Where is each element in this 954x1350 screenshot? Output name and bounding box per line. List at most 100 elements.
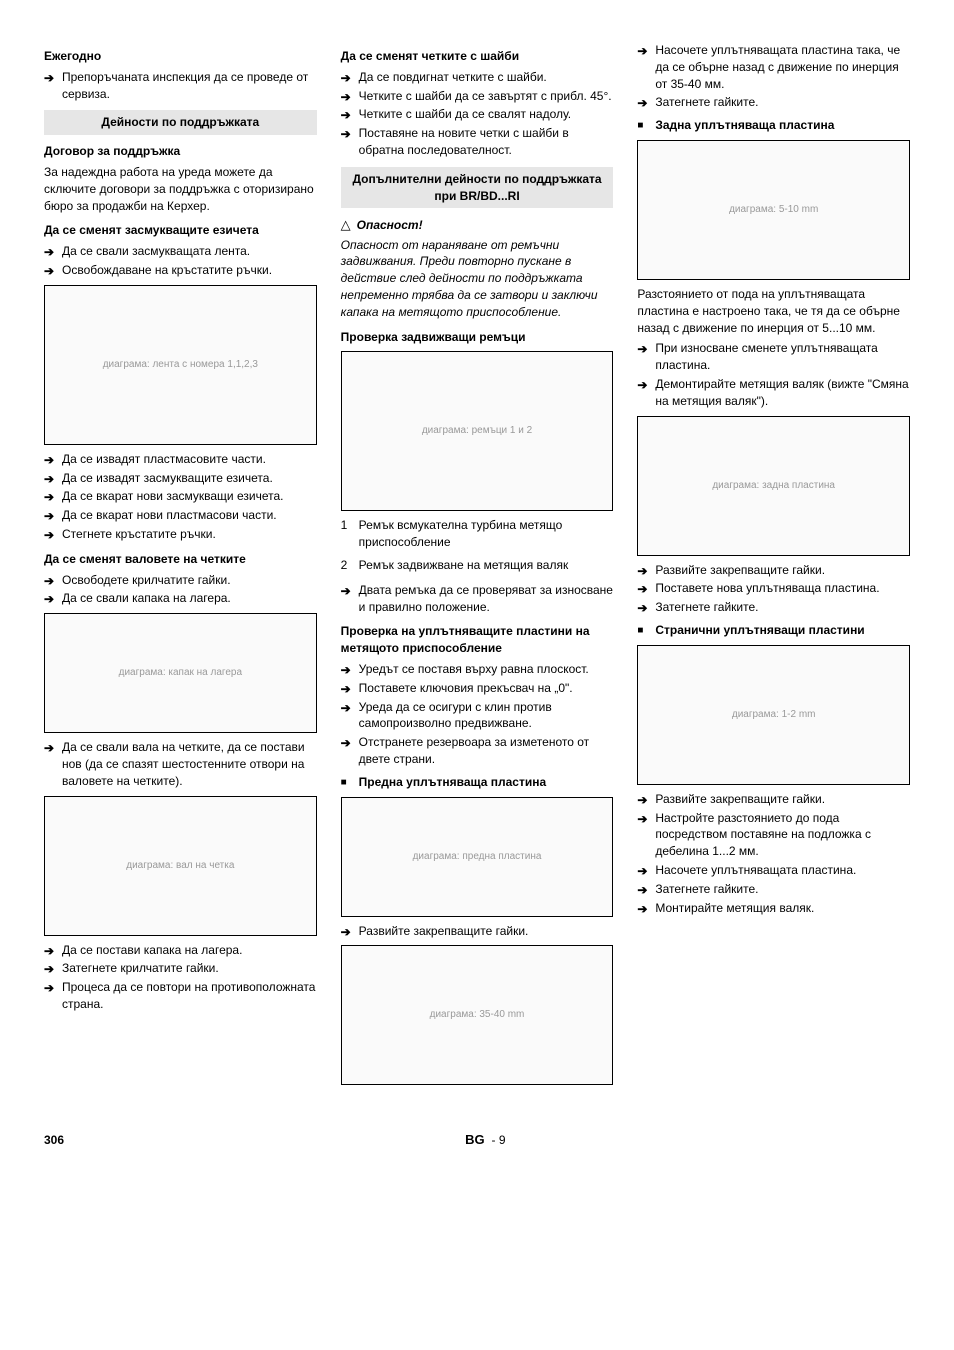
heading-contract: Договор за поддръжка <box>44 143 317 160</box>
arrow-icon: ➔ <box>44 263 54 280</box>
list-rollers-1: ➔Освободете крилчатите гайки. ➔Да се сва… <box>44 572 317 608</box>
list-rear-plate-head: ■Задна уплътняваща пластина <box>637 117 910 134</box>
item-text: Четките с шайби да се завъртят с прибл. … <box>359 89 612 103</box>
figure-front-plate: диаграма: предна пластина <box>341 797 614 917</box>
figure-alt: диаграма: вал на четка <box>126 859 234 873</box>
list-item: ➔ Четките с шайби да се завъртят с прибл.… <box>341 88 614 105</box>
list-item: ➔Настройте разстоянието до пода посредст… <box>637 810 910 860</box>
arrow-icon: ➔ <box>44 244 54 261</box>
list-item: ➔Процеса да се повтори на противоположна… <box>44 979 317 1013</box>
list-item: ■Предна уплътняваща пластина <box>341 774 614 791</box>
item-text: Да се постави капака на лагера. <box>62 943 242 957</box>
seq-number: 9 <box>499 1133 506 1147</box>
rear-body: Разстоянието от пода на уплътняващата пл… <box>637 286 910 336</box>
list-item: ➔Развийте закрепващите гайки. <box>637 562 910 579</box>
arrow-icon: ➔ <box>341 735 351 752</box>
list-top: ➔Насочете уплътняващата пластина така, ч… <box>637 42 910 111</box>
arrow-icon: ➔ <box>341 924 351 941</box>
figure-alt: диаграма: задна пластина <box>712 479 835 493</box>
figure-alt: диаграма: ремъци 1 и 2 <box>422 424 532 438</box>
figure-alt: диаграма: капак на лагера <box>119 666 242 680</box>
item-text: Затегнете крилчатите гайки. <box>62 961 219 975</box>
item-text: Развийте закрепващите гайки. <box>359 924 529 938</box>
item-text: Демонтирайте метящия валяк (вижте "Смяна… <box>655 377 908 408</box>
list-rear-1: ➔ При износване сменете уплътняващата пла… <box>637 340 910 409</box>
list-item: ➔ Затегнете гайките. <box>637 94 910 111</box>
heading-check-seals: Проверка на уплътняващите пластини на ме… <box>341 623 614 657</box>
square-icon: ■ <box>637 624 643 638</box>
list-disc: ➔ Да се повдигнат четките с шайби. ➔ Четки… <box>341 69 614 159</box>
figure-alt: диаграма: предна пластина <box>413 850 542 864</box>
item-text: Освобождаване на кръстатите ръчки. <box>62 263 272 277</box>
list-item: ➔Поставете ключовия прекъсвач на „0". <box>341 680 614 697</box>
arrow-icon: ➔ <box>44 70 54 87</box>
list-front-plate-head: ■Предна уплътняваща пластина <box>341 774 614 791</box>
list-item: ■ Странични уплътняващи пластини <box>637 622 910 639</box>
list-item: ➔Да се вкарат нови пластмасови части. <box>44 507 317 524</box>
list-item: ➔Да се свали засмукващата лента. <box>44 243 317 260</box>
item-text: Задна уплътняваща пластина <box>655 118 834 132</box>
list-item: ➔Уреда да се осигури с клин против самоп… <box>341 699 614 733</box>
lang-code: BG <box>465 1132 485 1147</box>
list-item: ➔Поставяне на новите четки с шайби в обр… <box>341 125 614 159</box>
heading-replace-rollers: Да се сменят валовете на четките <box>44 551 317 568</box>
list-item: ➔Препоръчаната инспекция да се проведе о… <box>44 69 317 103</box>
list-belt-check: ➔Двата ремъка да се проверяват за износв… <box>341 582 614 616</box>
list-seals: ➔Уредът се поставя върху равна плоскост.… <box>341 661 614 768</box>
item-text: При износване сменете уплътняващата плас… <box>655 341 877 372</box>
item-text: Странични уплътняващи пластини <box>655 623 864 637</box>
arrow-icon: ➔ <box>637 95 647 112</box>
arrow-icon: ➔ <box>44 527 54 544</box>
figure-alt: диаграма: 1-2 mm <box>732 708 816 722</box>
item-text: Да се вкарат нови пластмасови части. <box>62 508 277 522</box>
heading-annual: Ежегодно <box>44 48 317 65</box>
figure-alt: диаграма: лента с номера 1,1,2,3 <box>103 358 258 372</box>
list-item: ➔Да се вкарат нови засмукващи езичета. <box>44 488 317 505</box>
list-item: ➔Да се постави капака на лагера. <box>44 942 317 959</box>
list-side-plate-head: ■ Странични уплътняващи пластини <box>637 622 910 639</box>
page-columns: Ежегодно ➔Препоръчаната инспекция да се … <box>44 40 910 1091</box>
legend-item: 2 Ремък задвижване на метящия валяк <box>341 557 614 574</box>
legend-text: Ремък всмукателна турбина метящо приспос… <box>359 518 563 549</box>
legend-number: 2 <box>341 557 348 574</box>
item-text: Да се свали капака на лагера. <box>62 591 231 605</box>
figure-suction-bar: диаграма: лента с номера 1,1,2,3 <box>44 285 317 445</box>
figure-bearing-cover: диаграма: капак на лагера <box>44 613 317 733</box>
arrow-icon: ➔ <box>341 662 351 679</box>
figure-brush-roller: диаграма: вал на четка <box>44 796 317 936</box>
item-text: Да се извадят засмукващите езичета. <box>62 471 273 485</box>
item-text: Затегнете гайките. <box>655 882 758 896</box>
arrow-icon: ➔ <box>44 573 54 590</box>
heading-maintenance: Дейности по поддръжката <box>44 110 317 135</box>
arrow-icon: ➔ <box>637 377 647 394</box>
item-text: Монтирайте метящия валяк. <box>655 901 814 915</box>
arrow-icon: ➔ <box>637 341 647 358</box>
list-item: ➔ Да се повдигнат четките с шайби. <box>341 69 614 86</box>
list-lips-2: ➔Да се извадят пластмасовите части. ➔Да … <box>44 451 317 543</box>
arrow-icon: ➔ <box>341 89 351 106</box>
item-text: Четките с шайби да се свалят надолу. <box>359 107 571 121</box>
item-text: Да се повдигнат четките с шайби. <box>359 70 547 84</box>
list-item: ➔Затегнете крилчатите гайки. <box>44 960 317 977</box>
item-text: Затегнете гайките. <box>655 600 758 614</box>
item-text: Затегнете гайките. <box>655 95 758 109</box>
item-text: Предна уплътняваща пластина <box>359 775 547 789</box>
danger-label: Опасност! <box>357 217 423 234</box>
legend-text: Ремък задвижване на метящия валяк <box>359 558 569 572</box>
list-item: ➔Да се извадят пластмасовите части. <box>44 451 317 468</box>
page-number: 306 <box>44 1132 64 1149</box>
list-item: ➔ При износване сменете уплътняващата пла… <box>637 340 910 374</box>
legend-item: 1Ремък всмукателна турбина метящо приспо… <box>341 517 614 551</box>
item-text: Процеса да се повтори на противоположнат… <box>62 980 315 1011</box>
list-item: ➔ Развийте закрепващите гайки. <box>341 923 614 940</box>
arrow-icon: ➔ <box>637 792 647 809</box>
list-item: ➔ Насочете уплътняващата пластина. <box>637 862 910 879</box>
list-item: ➔Да се свали вала на четките, да се пост… <box>44 739 317 789</box>
arrow-icon: ➔ <box>637 581 647 598</box>
item-text: Насочете уплътняващата пластина. <box>655 863 856 877</box>
arrow-icon: ➔ <box>637 863 647 880</box>
heading-disc-brushes: Да се сменят четките с шайби <box>341 48 614 65</box>
column-1: Ежегодно ➔Препоръчаната инспекция да се … <box>44 40 317 1091</box>
arrow-icon: ➔ <box>341 70 351 87</box>
arrow-icon: ➔ <box>44 452 54 469</box>
